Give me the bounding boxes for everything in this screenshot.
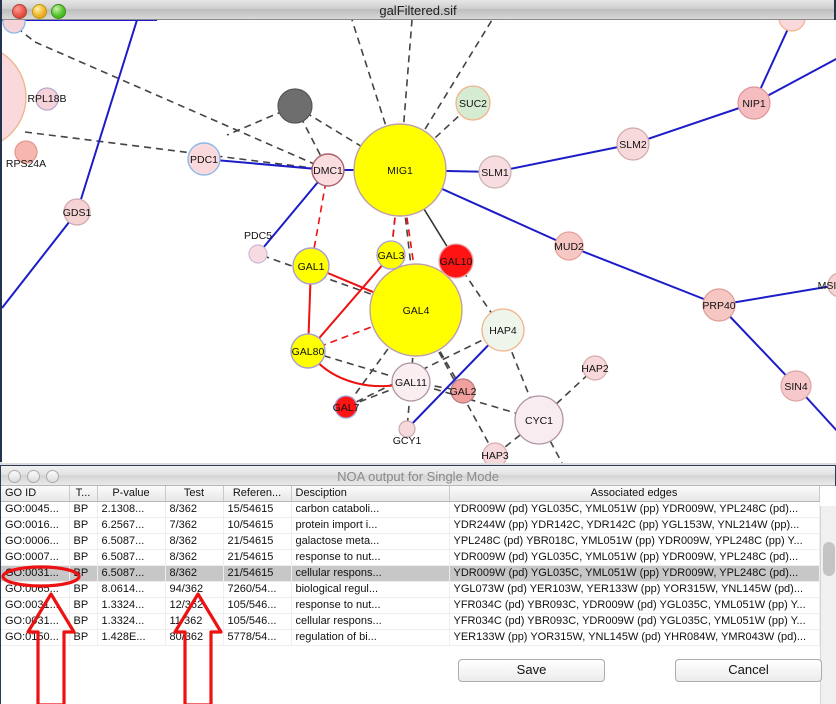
svg-text:PRP40: PRP40 [702,300,735,312]
svg-text:GAL2: GAL2 [450,386,477,398]
svg-text:GAL80: GAL80 [292,346,325,358]
svg-text:GAL7: GAL7 [333,402,360,414]
svg-text:DMC1: DMC1 [313,165,343,177]
svg-text:PDC5: PDC5 [244,230,272,242]
svg-text:MSI: MSI [818,280,836,292]
svg-text:HAP3: HAP3 [481,450,509,462]
svg-text:GAL10: GAL10 [440,256,473,268]
svg-text:MUD2: MUD2 [554,241,584,253]
svg-text:SUC2: SUC2 [459,98,487,110]
svg-text:RPS24A: RPS24A [6,158,46,170]
svg-text:MIG1: MIG1 [387,165,413,177]
svg-text:SLM2: SLM2 [619,139,647,151]
svg-text:PDC1: PDC1 [190,154,218,166]
svg-text:GAL11: GAL11 [395,377,427,389]
svg-text:SIN4: SIN4 [784,381,808,393]
svg-text:GAL4: GAL4 [403,305,430,317]
svg-text:CYC1: CYC1 [525,415,553,427]
svg-text:GCY1: GCY1 [393,435,422,447]
svg-text:RPL18B: RPL18B [27,93,66,105]
svg-text:SLM1: SLM1 [481,167,509,179]
svg-text:NIP1: NIP1 [742,98,766,110]
svg-text:GAL1: GAL1 [298,261,325,273]
svg-text:GAL3: GAL3 [378,250,405,262]
svg-text:HAP4: HAP4 [489,325,517,337]
svg-text:HAP2: HAP2 [581,363,609,375]
svg-text:GDS1: GDS1 [63,207,92,219]
